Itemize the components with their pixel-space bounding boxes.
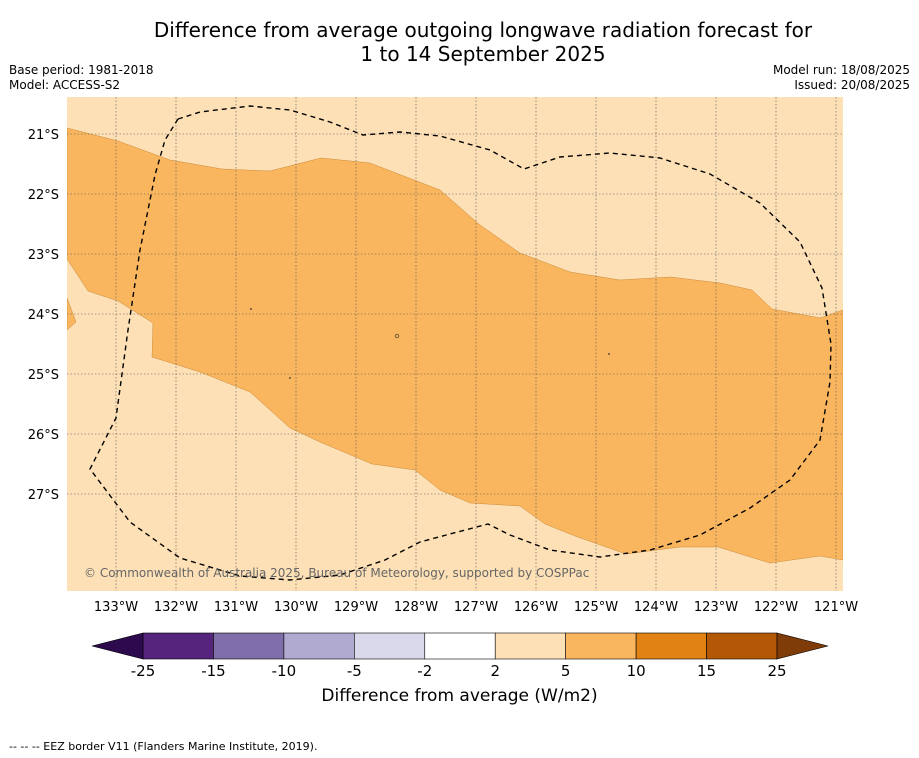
model-run-text: Model run: 18/08/2025: [772, 63, 910, 77]
longitude-tick-labels: 133°W 132°W 131°W 130°W 129°W 128°W 127°W 126°W…: [94, 600, 858, 615]
colorbar-tick-label: 2: [490, 662, 500, 680]
latitude-tick-label: 25°S: [28, 368, 59, 383]
longitude-tick-label: 128°W: [394, 600, 438, 615]
latitude-tick-label: 23°S: [28, 248, 59, 263]
longitude-tick-label: 130°W: [274, 600, 318, 615]
colorbar-tick-labels: -25 -15 -10 -5 -2 2 5 10 15 25: [131, 662, 787, 680]
colorbar-low-extension: [91, 632, 144, 660]
colorbar-tick-label: -10: [272, 662, 297, 680]
longitude-tick-label: 127°W: [454, 600, 498, 615]
latitude-tick-label: 27°S: [28, 488, 59, 503]
longitude-tick-label: 123°W: [694, 600, 738, 615]
colorbar-box: [142, 632, 214, 660]
copyright-text: © Commonwealth of Australia 2025, Bureau…: [84, 566, 589, 580]
colorbar: -25 -15 -10 -5 -2 2 5 10 15 25: [91, 632, 829, 680]
latitude-tick-label: 21°S: [28, 128, 59, 143]
colorbar-tick-label: -15: [201, 662, 226, 680]
longitude-tick-label: 125°W: [574, 600, 618, 615]
latitude-tick-label: 22°S: [28, 188, 59, 203]
right-metadata: Model run: 18/08/2025 Issued: 20/08/2025: [773, 63, 910, 93]
longitude-tick-label: 122°W: [754, 600, 798, 615]
latitude-tick-label: 24°S: [28, 308, 59, 323]
title-line-1: Difference from average outgoing longwav…: [153, 18, 813, 42]
colorbar-high-extension: [776, 632, 829, 660]
longitude-tick-label: 131°W: [214, 600, 258, 615]
longitude-tick-label: 132°W: [154, 600, 198, 615]
chart-title: Difference from average outgoing longwav…: [0, 18, 919, 66]
longitude-tick-label: 121°W: [814, 600, 858, 615]
colorbar-tick-label: -5: [347, 662, 362, 680]
left-metadata: Base period: 1981-2018 Model: ACCESS-S2: [9, 63, 154, 93]
colorbar-box: [565, 632, 637, 660]
eez-border: [89, 105, 832, 581]
issued-text: Issued: 20/08/2025: [794, 78, 910, 92]
colorbar-box: [354, 632, 426, 660]
colorbar-box: [494, 632, 566, 660]
latitude-tick-label: 26°S: [28, 428, 59, 443]
colorbar-tick-label: 5: [561, 662, 571, 680]
colorbar-box: [424, 632, 496, 660]
island-markers: [250, 308, 610, 379]
anomaly-region-5-to-10: [67, 127, 843, 564]
latitude-tick-labels: 21°S 22°S 23°S 24°S 25°S 26°S 27°S: [28, 128, 59, 503]
colorbar-label: Difference from average (W/m2): [321, 686, 598, 706]
colorbar-tick-label: -25: [131, 662, 156, 680]
longitude-tick-label: 126°W: [514, 600, 558, 615]
colorbar-box: [706, 632, 778, 660]
colorbar-tick-label: 25: [767, 662, 786, 680]
map-area: © Commonwealth of Australia 2025, Bureau…: [67, 97, 843, 591]
colorbar-box: [213, 632, 285, 660]
longitude-tick-label: 133°W: [94, 600, 138, 615]
title-line-2: 1 to 14 September 2025: [360, 42, 606, 66]
longitude-tick-label: 129°W: [334, 600, 378, 615]
eez-footnote: -- -- -- EEZ border V11 (Flanders Marine…: [9, 740, 318, 753]
longitude-tick-label: 124°W: [634, 600, 678, 615]
colorbar-tick-label: 15: [697, 662, 716, 680]
base-period-text: Base period: 1981-2018: [9, 63, 154, 77]
colorbar-box: [635, 632, 707, 660]
model-text: Model: ACCESS-S2: [9, 78, 121, 92]
colorbar-boxes: [142, 632, 778, 660]
colorbar-box: [283, 632, 355, 660]
colorbar-tick-label: 10: [627, 662, 646, 680]
colorbar-tick-label: -2: [417, 662, 432, 680]
